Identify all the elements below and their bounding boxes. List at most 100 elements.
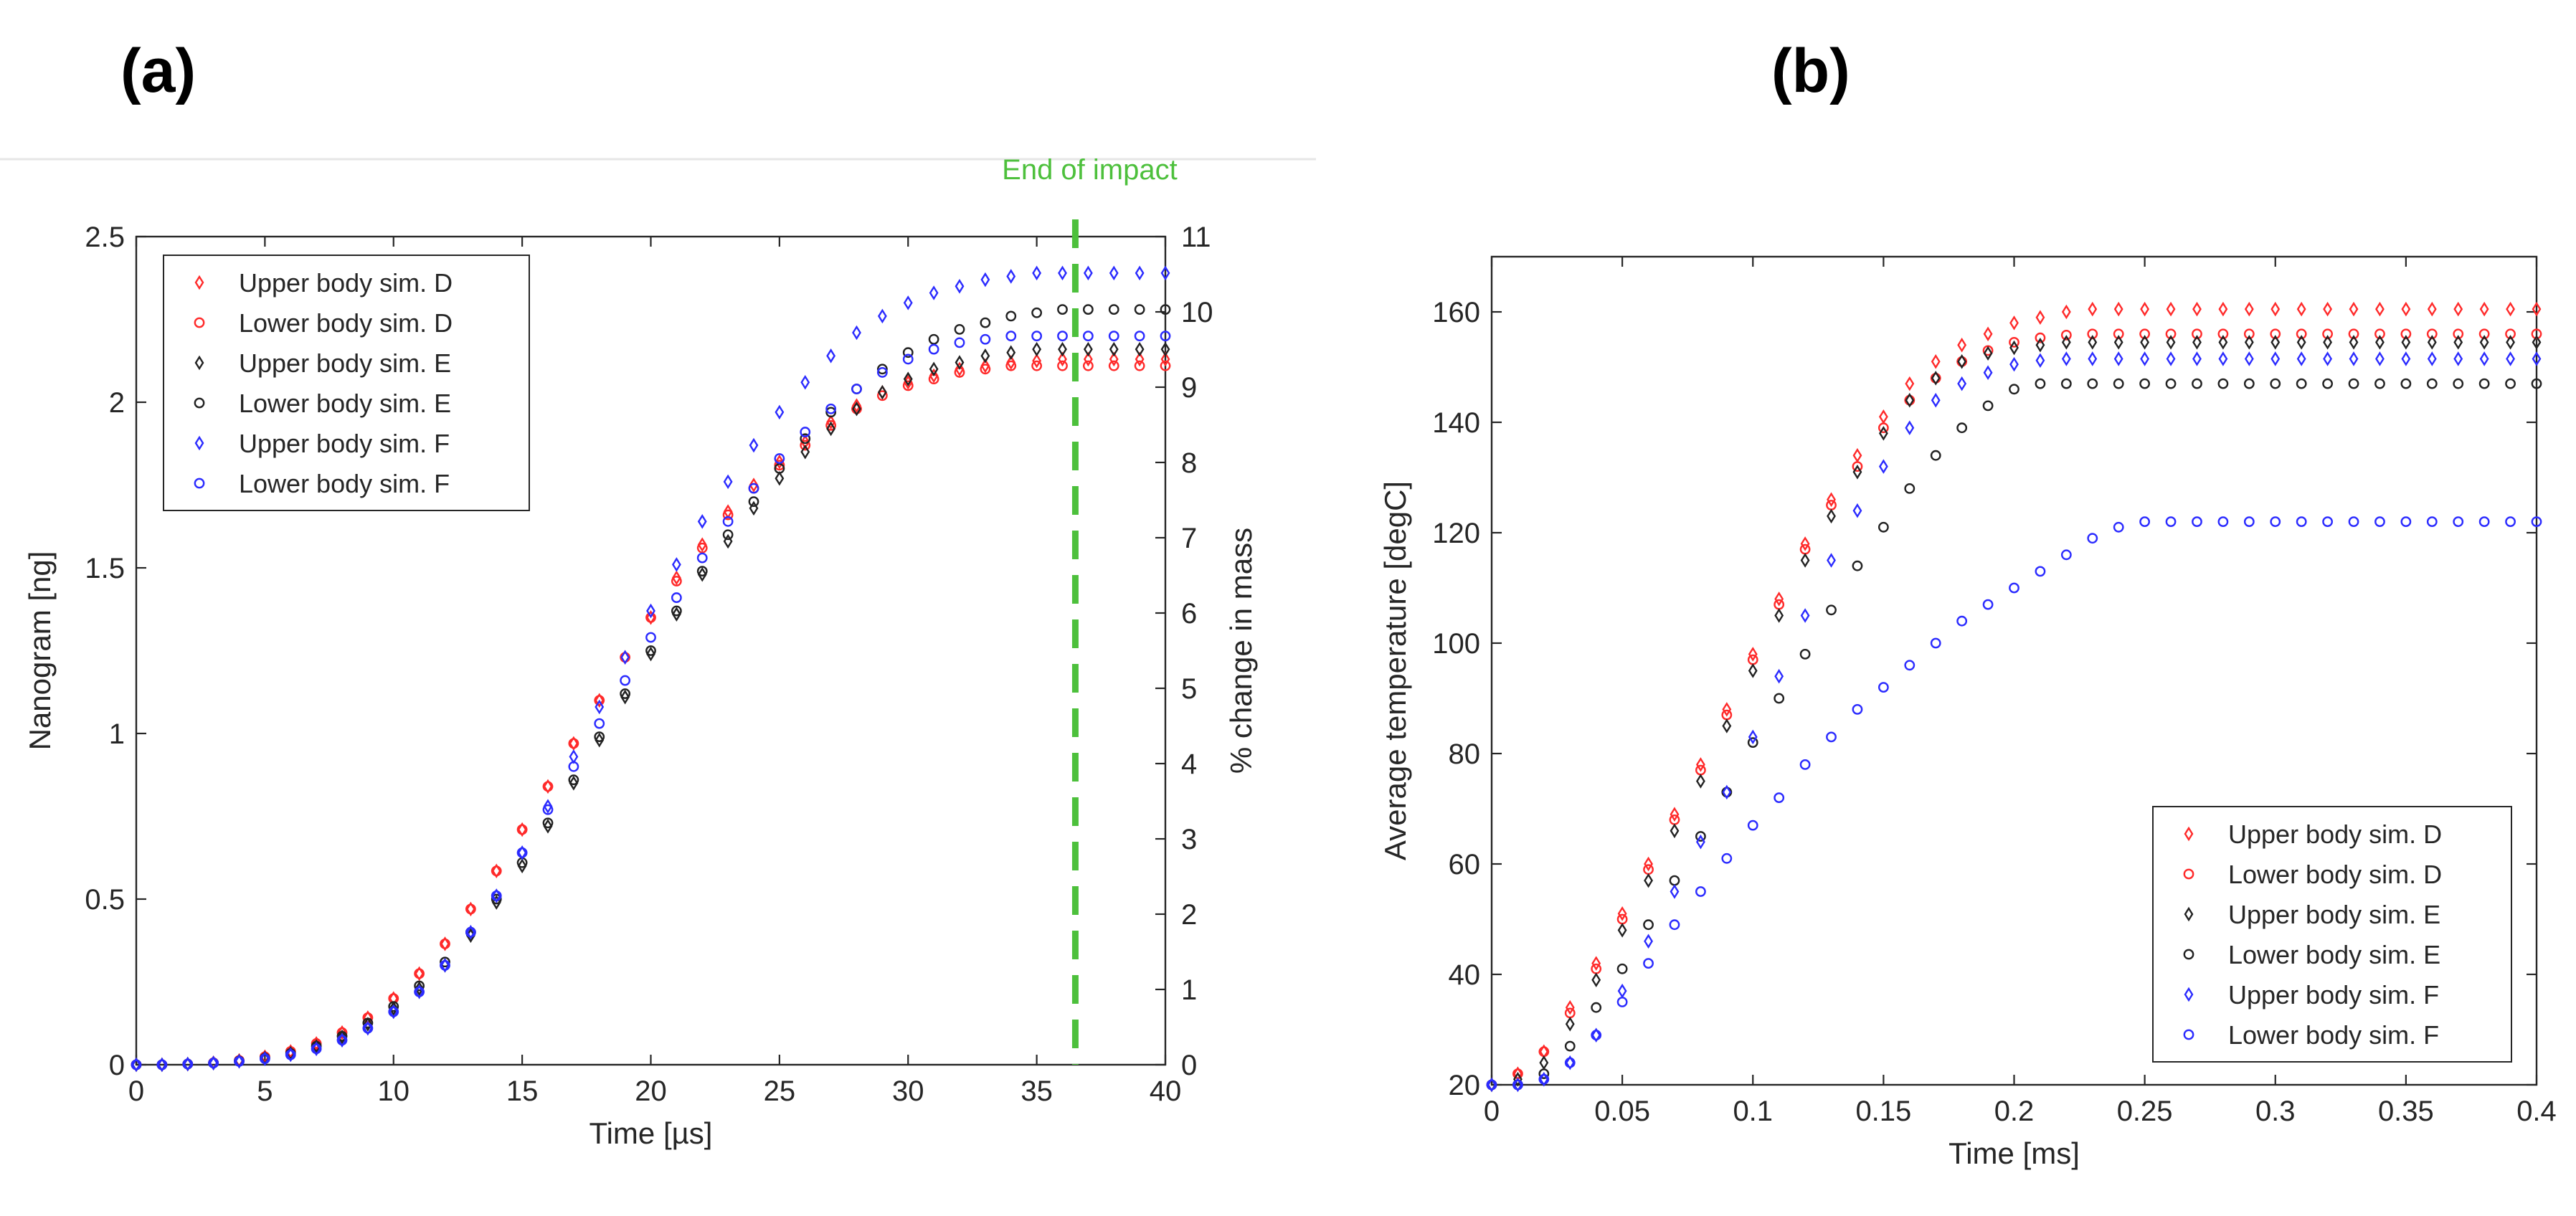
chart-b-point-lower-body-sim-e: [2374, 378, 2385, 389]
chart-a: 0 5 10 15 20 25 30 35 4000.511.522.5012345678910…: [23, 154, 1258, 1150]
chart-a-point-upper-body-sim-f: [620, 650, 630, 665]
chart-b-x-axis-label: Time [ms]: [1948, 1136, 2080, 1170]
chart-a-point-lower-body-sim-d: [1082, 360, 1094, 371]
chart-b-point-upper-body-sim-e: [2532, 335, 2542, 350]
chart-a-point-upper-body-sim-d: [955, 361, 965, 377]
chart-a-x-tick-label: 30: [892, 1075, 924, 1107]
chart-b-point-lower-body-sim-f: [1826, 731, 1837, 743]
chart-b-point-upper-body-sim-d: [1591, 956, 1601, 971]
chart-a-point-upper-body-sim-d: [543, 779, 553, 794]
chart-a-point-upper-body-sim-e: [646, 646, 655, 662]
chart-a-point-upper-body-sim-d: [826, 414, 836, 429]
chart-a-point-upper-body-sim-f: [543, 799, 553, 814]
chart-b-point-upper-body-sim-e: [1983, 346, 1993, 361]
chart-a-point-lower-body-sim-e: [954, 323, 965, 335]
chart-b-point-upper-body-sim-d: [2506, 301, 2515, 317]
chart-a-point-lower-body-sim-f: [800, 427, 811, 437]
chart-b-y-tick-label: 40: [1449, 959, 1481, 991]
chart-b-point-lower-body-sim-f: [2270, 516, 2281, 527]
chart-a-point-upper-body-sim-f: [1083, 265, 1093, 281]
chart-a-point-lower-body-sim-f: [825, 403, 837, 414]
chart-a-y-tick-label: 0: [109, 1050, 125, 1081]
chart-b-point-upper-body-sim-f: [2427, 351, 2437, 366]
chart-a-x-tick-label: 5: [257, 1075, 273, 1107]
chart-b-point-upper-body-sim-e: [2401, 335, 2411, 350]
chart-a-point-upper-body-sim-f: [337, 1032, 347, 1048]
chart-b-point-lower-body-sim-f: [1877, 682, 1889, 693]
chart-b-legend-label-lower-body-sim-f: Lower body sim. F: [2228, 1020, 2439, 1050]
chart-a-point-upper-body-sim-d: [491, 863, 501, 878]
chart-a-point-lower-body-sim-e: [388, 1001, 399, 1012]
chart-b-point-upper-body-sim-f: [1565, 1055, 1575, 1070]
chart-a-point-upper-body-sim-f: [775, 404, 785, 420]
chart-b-legend-marker-upper-body-sim-f: [2184, 987, 2194, 1002]
chart-a-point-upper-body-sim-f: [260, 1051, 270, 1066]
chart-b-point-lower-body-sim-d: [2035, 332, 2046, 343]
chart-a-point-lower-body-sim-f: [645, 632, 656, 643]
chart-b-point-upper-body-sim-f: [1852, 503, 1862, 518]
chart-b-point-lower-body-sim-f: [2400, 516, 2412, 527]
chart-b-point-lower-body-sim-d: [2060, 329, 2072, 341]
chart-b-y-tick-label: 160: [1432, 297, 1480, 328]
chart-a-point-upper-body-sim-f: [749, 437, 759, 453]
chart-a-point-lower-body-sim-e: [594, 731, 605, 743]
chart-b-y-tick-label: 120: [1432, 518, 1480, 549]
chart-a-point-lower-body-sim-f: [696, 552, 708, 564]
chart-b-point-upper-body-sim-d: [2035, 310, 2045, 325]
chart-b-point-upper-body-sim-f: [2506, 351, 2515, 366]
chart-b-point-lower-body-sim-d: [2322, 328, 2334, 340]
chart-b-point-lower-body-sim-f: [2348, 516, 2359, 527]
chart-a-point-upper-body-sim-e: [620, 689, 630, 705]
chart-a-point-upper-body-sim-e: [363, 1017, 373, 1032]
chart-b-point-upper-body-sim-d: [1931, 354, 1941, 369]
chart-a-point-upper-body-sim-d: [465, 901, 475, 917]
chart-a-point-lower-body-sim-d: [336, 1027, 348, 1038]
chart-a-point-upper-body-sim-f: [595, 699, 605, 715]
chart-b-point-upper-body-sim-f: [1695, 834, 1705, 850]
chart-a-point-upper-body-sim-f: [440, 958, 450, 973]
chart-b-point-lower-body-sim-f: [1669, 919, 1680, 931]
chart-b-point-lower-body-sim-f: [2453, 516, 2464, 527]
chart-a-series-lower-body-sim-f: [131, 331, 1171, 1070]
chart-b-point-upper-body-sim-f: [2009, 356, 2019, 372]
chart-b-point-lower-body-sim-e: [1747, 737, 1758, 749]
chart-a-point-lower-body-sim-f: [748, 483, 759, 494]
chart-b-point-upper-body-sim-e: [1695, 774, 1705, 789]
chart-a-legend-label-upper-body-sim-e: Upper body sim. E: [239, 348, 451, 378]
chart-a-point-upper-body-sim-f: [183, 1056, 193, 1072]
chart-b-point-lower-body-sim-f: [1695, 886, 1706, 897]
chart-a-y2-tick-label: 5: [1181, 673, 1197, 705]
chart-b-point-upper-body-sim-f: [2244, 351, 2254, 366]
chart-b: 0 0.05 0.1 0.15 0.2 0.25 0.3 0.35 0.4 20 40 60 80 100…: [1378, 255, 2557, 1170]
chart-a-point-upper-body-sim-f: [1032, 265, 1042, 281]
chart-b-point-upper-body-sim-f: [2192, 351, 2202, 366]
chart-b-point-upper-body-sim-d: [1800, 536, 1810, 551]
chart-b-point-lower-body-sim-f: [1643, 958, 1654, 969]
chart-a-point-lower-body-sim-e: [440, 956, 450, 968]
chart-b-point-lower-body-sim-e: [1538, 1068, 1550, 1080]
chart-a-point-upper-body-sim-f: [723, 474, 733, 490]
chart-a-point-lower-body-sim-e: [876, 364, 888, 375]
chart-b-point-upper-body-sim-e: [2113, 335, 2123, 350]
chart-b-point-lower-body-sim-f: [1930, 637, 1941, 649]
chart-a-point-upper-body-sim-d: [1109, 351, 1119, 367]
chart-a-point-lower-body-sim-d: [491, 865, 502, 877]
chart-a-point-upper-body-sim-f: [517, 845, 527, 860]
chart-a-point-lower-body-sim-f: [208, 1058, 219, 1069]
chart-a-point-lower-body-sim-e: [336, 1030, 348, 1042]
chart-b-point-lower-body-sim-f: [2322, 516, 2334, 527]
chart-a-point-lower-body-sim-d: [902, 380, 914, 391]
chart-b-point-upper-body-sim-f: [1827, 553, 1836, 568]
chart-b-point-upper-body-sim-f: [2088, 351, 2098, 366]
chart-b-point-lower-body-sim-e: [1852, 560, 1863, 571]
chart-b-point-lower-body-sim-e: [2192, 378, 2202, 389]
chart-a-point-lower-body-sim-f: [362, 1022, 374, 1034]
chart-a-point-upper-body-sim-d: [1032, 353, 1042, 369]
chart-b-point-lower-body-sim-d: [2009, 336, 2019, 348]
chart-b-point-upper-body-sim-e: [2323, 335, 2333, 350]
chart-a-point-lower-body-sim-e: [1108, 304, 1119, 315]
chart-a-point-lower-body-sim-f: [336, 1035, 348, 1046]
chart-a-point-lower-body-sim-d: [440, 938, 450, 949]
chart-a-y2-axis-label: % change in mass: [1224, 528, 1258, 774]
